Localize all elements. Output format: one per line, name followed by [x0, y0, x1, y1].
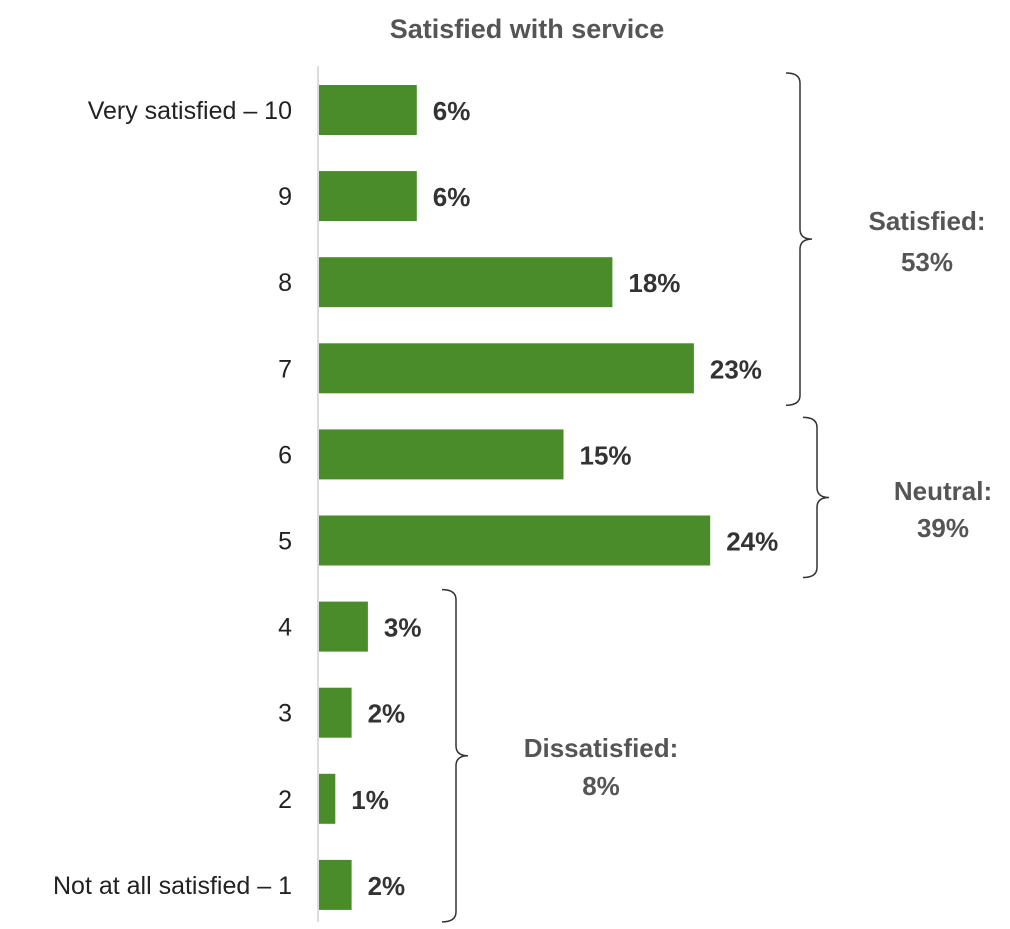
value-label: 6%	[433, 96, 471, 126]
group-brace	[441, 588, 469, 923]
group-braces-layer: Satisfied: 53% Neutral: 39% Dissatisfied: 8%	[441, 72, 992, 923]
value-label: 2%	[368, 871, 406, 901]
bars-layer: Very satisfied – 10 6%9 6%8 18%7 23%6 15%5 24%…	[53, 85, 778, 910]
category-label: 2	[278, 786, 292, 814]
category-label: 4	[278, 614, 292, 642]
group-label: Dissatisfied:	[524, 733, 679, 763]
value-label: 18%	[628, 268, 680, 298]
group-brace	[785, 72, 813, 407]
bar	[319, 601, 368, 652]
bar	[319, 257, 613, 308]
category-label: 3	[278, 700, 292, 728]
value-label: 15%	[580, 440, 632, 470]
bar	[319, 343, 694, 394]
value-label: 1%	[351, 785, 389, 815]
bar	[319, 859, 352, 910]
bar	[319, 515, 711, 566]
chart-title: Satisfied with service	[390, 14, 665, 44]
group-label: Satisfied:	[868, 206, 985, 236]
value-label: 3%	[384, 613, 422, 643]
category-label: Not at all satisfied – 1	[53, 872, 292, 900]
bar	[319, 85, 417, 135]
value-label: 23%	[710, 354, 762, 384]
category-label: 6	[278, 441, 292, 469]
value-label: 6%	[433, 182, 471, 212]
category-label: 9	[278, 183, 292, 211]
group-brace	[802, 416, 830, 579]
category-label: 7	[278, 355, 292, 383]
group-total: 53%	[901, 247, 953, 277]
category-label: 5	[278, 528, 292, 556]
value-label: 2%	[368, 699, 406, 729]
group-total: 8%	[582, 771, 620, 801]
group-total: 39%	[917, 513, 969, 543]
bar	[319, 687, 352, 738]
value-label: 24%	[726, 527, 778, 557]
category-label: Very satisfied – 10	[88, 97, 292, 125]
category-label: 8	[278, 269, 292, 297]
bar	[319, 773, 336, 824]
bar	[319, 429, 564, 480]
group-label: Neutral:	[894, 476, 992, 506]
bar	[319, 171, 417, 222]
